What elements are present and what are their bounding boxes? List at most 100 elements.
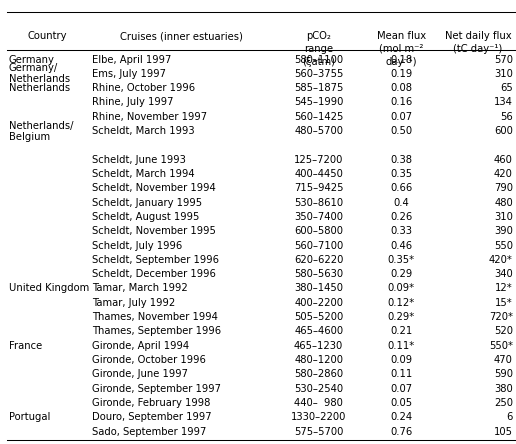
Text: 600–5800: 600–5800 [294,226,343,236]
Text: 0.18: 0.18 [390,55,412,64]
Text: 390: 390 [494,226,513,236]
Text: 550: 550 [494,241,513,250]
Text: Thames, November 1994: Thames, November 1994 [92,312,218,322]
Text: 0.35: 0.35 [390,169,412,179]
Text: 0.29: 0.29 [390,269,412,279]
Text: 0.46: 0.46 [390,241,412,250]
Text: Belgium: Belgium [9,131,50,142]
Text: Scheldt, November 1995: Scheldt, November 1995 [92,226,216,236]
Text: 560–1425: 560–1425 [294,112,343,122]
Text: 560–7100: 560–7100 [294,241,343,250]
Text: 465–4600: 465–4600 [294,326,343,337]
Text: 0.19: 0.19 [390,69,412,79]
Text: 570: 570 [494,55,513,64]
Text: 0.07: 0.07 [390,384,412,393]
Text: Scheldt, November 1994: Scheldt, November 1994 [92,183,216,193]
Text: 0.12*: 0.12* [388,298,415,308]
Text: 310: 310 [494,212,513,222]
Text: 585–1875: 585–1875 [294,83,343,93]
Text: 790: 790 [494,183,513,193]
Text: 460: 460 [494,155,513,165]
Text: 400–4450: 400–4450 [294,169,343,179]
Text: Gironde, June 1997: Gironde, June 1997 [92,369,188,379]
Text: 465–1230: 465–1230 [294,341,343,351]
Text: 480–1200: 480–1200 [294,355,343,365]
Text: Country: Country [27,31,67,41]
Text: 480–5700: 480–5700 [294,126,343,136]
Text: 520: 520 [494,326,513,337]
Text: Douro, September 1997: Douro, September 1997 [92,412,212,422]
Text: Mean flux
(mol m⁻²
day⁻¹): Mean flux (mol m⁻² day⁻¹) [377,31,426,67]
Text: 545–1990: 545–1990 [294,98,343,107]
Text: Rhine, November 1997: Rhine, November 1997 [92,112,207,122]
Text: 0.66: 0.66 [390,183,412,193]
Text: 0.33: 0.33 [390,226,412,236]
Text: Netherlands: Netherlands [9,83,70,93]
Text: Scheldt, July 1996: Scheldt, July 1996 [92,241,183,250]
Text: 250: 250 [494,398,513,408]
Text: Germany: Germany [9,55,55,64]
Text: Scheldt, August 1995: Scheldt, August 1995 [92,212,200,222]
Text: 600: 600 [494,126,513,136]
Text: 380: 380 [494,384,513,393]
Text: 590: 590 [494,369,513,379]
Text: France: France [9,341,42,351]
Text: 310: 310 [494,69,513,79]
Text: 0.35*: 0.35* [388,255,415,265]
Text: 420*: 420* [489,255,513,265]
Text: United Kingdom: United Kingdom [9,283,89,293]
Text: Gironde, February 1998: Gironde, February 1998 [92,398,211,408]
Text: 480: 480 [494,198,513,208]
Text: Rhine, July 1997: Rhine, July 1997 [92,98,174,107]
Text: 56: 56 [500,112,513,122]
Text: 15*: 15* [495,298,513,308]
Text: 340: 340 [494,269,513,279]
Text: Scheldt, January 1995: Scheldt, January 1995 [92,198,202,208]
Text: 380–1450: 380–1450 [294,283,343,293]
Text: 715–9425: 715–9425 [294,183,343,193]
Text: 0.09: 0.09 [390,355,412,365]
Text: 0.50: 0.50 [390,126,412,136]
Text: 6: 6 [507,412,513,422]
Text: 440–  980: 440– 980 [294,398,343,408]
Text: 530–8610: 530–8610 [294,198,343,208]
Text: Portugal: Portugal [9,412,50,422]
Text: Rhine, October 1996: Rhine, October 1996 [92,83,196,93]
Text: 0.08: 0.08 [390,83,412,93]
Text: 1330–2200: 1330–2200 [291,412,346,422]
Text: 0.05: 0.05 [390,398,412,408]
Text: Netherlands: Netherlands [9,74,70,84]
Text: Netherlands/: Netherlands/ [9,121,73,131]
Text: Gironde, April 1994: Gironde, April 1994 [92,341,189,351]
Text: 0.38: 0.38 [390,155,412,165]
Text: 580–1100: 580–1100 [294,55,343,64]
Text: 560–3755: 560–3755 [294,69,343,79]
Text: 65: 65 [500,83,513,93]
Text: 0.09*: 0.09* [388,283,415,293]
Text: 0.07: 0.07 [390,112,412,122]
Text: 580–5630: 580–5630 [294,269,343,279]
Text: Scheldt, March 1993: Scheldt, March 1993 [92,126,195,136]
Text: Gironde, September 1997: Gironde, September 1997 [92,384,221,393]
Text: 0.11*: 0.11* [388,341,415,351]
Text: Net daily flux
(tC day⁻¹): Net daily flux (tC day⁻¹) [445,31,511,54]
Text: 0.29*: 0.29* [388,312,415,322]
Text: 470: 470 [494,355,513,365]
Text: Gironde, October 1996: Gironde, October 1996 [92,355,206,365]
Text: 0.11: 0.11 [390,369,412,379]
Text: 0.24: 0.24 [390,412,412,422]
Text: 0.4: 0.4 [393,198,409,208]
Text: 505–5200: 505–5200 [294,312,343,322]
Text: 620–6220: 620–6220 [294,255,343,265]
Text: 350–7400: 350–7400 [294,212,343,222]
Text: 400–2200: 400–2200 [294,298,343,308]
Text: 0.16: 0.16 [390,98,412,107]
Text: Tamar, March 1992: Tamar, March 1992 [92,283,188,293]
Text: 420: 420 [494,169,513,179]
Text: 12*: 12* [495,283,513,293]
Text: Cruises (inner estuaries): Cruises (inner estuaries) [120,31,244,41]
Text: 0.76: 0.76 [390,427,412,436]
Text: 0.26: 0.26 [390,212,412,222]
Text: Sado, September 1997: Sado, September 1997 [92,427,207,436]
Text: Scheldt, March 1994: Scheldt, March 1994 [92,169,195,179]
